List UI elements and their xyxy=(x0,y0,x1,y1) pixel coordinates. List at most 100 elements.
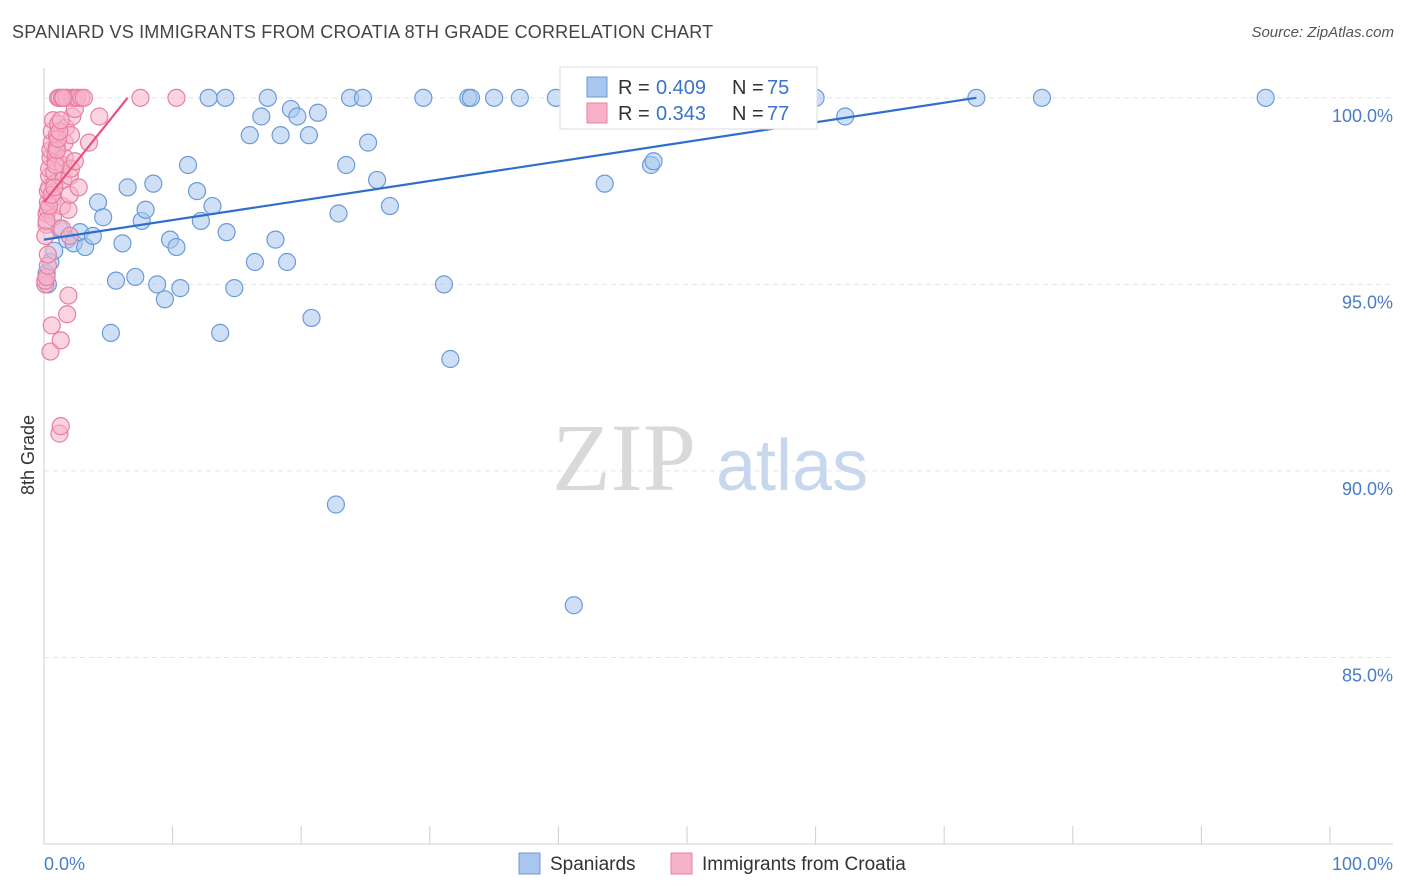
point-spaniards-37 xyxy=(258,88,277,107)
trend-line-croatia xyxy=(43,97,129,203)
point-spaniards-40 xyxy=(277,252,297,272)
point-spaniards-26 xyxy=(187,182,207,201)
point-croatia-32 xyxy=(51,331,70,350)
point-spaniards-11 xyxy=(94,208,113,227)
point-spaniards-34 xyxy=(240,126,259,145)
point-spaniards-53 xyxy=(380,196,400,216)
watermark-zip: ZIP xyxy=(552,404,696,511)
point-croatia-18 xyxy=(42,316,61,335)
point-croatia-72 xyxy=(90,107,109,126)
point-spaniards-16 xyxy=(126,267,145,287)
point-spaniards-23 xyxy=(167,237,186,257)
point-spaniards-55 xyxy=(434,275,454,294)
gridlines xyxy=(44,97,1393,658)
legend-r-value-spaniards: 0.409 xyxy=(656,77,706,99)
point-croatia-57 xyxy=(38,245,57,264)
point-spaniards-62 xyxy=(564,596,583,615)
point-spaniards-54 xyxy=(414,88,433,107)
legend-n-value-spaniards: 75 xyxy=(767,77,789,99)
point-spaniards-51 xyxy=(358,133,378,152)
point-croatia-17 xyxy=(41,342,60,361)
point-croatia-43 xyxy=(59,286,78,305)
legend-n-label-spaniards: N = xyxy=(732,77,764,99)
point-spaniards-58 xyxy=(461,88,481,107)
point-spaniards-47 xyxy=(329,204,348,223)
legend-swatch-croatia xyxy=(586,102,608,124)
point-croatia-56 xyxy=(37,211,56,231)
source-label: Source: ZipAtlas.com xyxy=(1251,24,1394,41)
legend-r-label-croatia: R = xyxy=(618,103,650,125)
point-croatia-71 xyxy=(79,133,99,152)
series-croatia xyxy=(36,88,186,443)
legend-r-value-croatia: 0.343 xyxy=(656,103,706,125)
point-spaniards-36 xyxy=(252,107,271,126)
point-spaniards-44 xyxy=(302,308,321,328)
series-legend: Spaniards Immigrants from Croatia xyxy=(518,852,906,875)
trend-line-spaniards xyxy=(43,96,977,241)
point-spaniards-59 xyxy=(485,88,504,107)
point-spaniards-14 xyxy=(113,234,132,253)
point-spaniards-74 xyxy=(1032,88,1052,107)
legend-n-value-croatia: 77 xyxy=(767,103,789,125)
point-spaniards-12 xyxy=(101,323,120,342)
point-spaniards-20 xyxy=(148,275,167,294)
point-croatia-31 xyxy=(51,417,70,436)
bottom-legend-swatch-spaniards xyxy=(518,852,541,875)
point-spaniards-13 xyxy=(106,271,126,290)
point-spaniards-32 xyxy=(199,88,218,107)
point-croatia-42 xyxy=(58,305,77,324)
point-spaniards-63 xyxy=(595,174,614,193)
point-spaniards-50 xyxy=(353,88,373,107)
point-spaniards-29 xyxy=(211,323,230,342)
point-spaniards-48 xyxy=(337,155,356,175)
point-croatia-65 xyxy=(51,111,70,130)
point-croatia-68 xyxy=(69,178,88,197)
trend-lines xyxy=(43,96,977,241)
legend-n-label-croatia: N = xyxy=(732,103,764,125)
legend-r-label-spaniards: R = xyxy=(618,77,650,99)
point-spaniards-24 xyxy=(171,279,190,298)
point-spaniards-42 xyxy=(288,107,307,126)
y-axis-label: 8th Grade xyxy=(18,415,38,495)
point-spaniards-19 xyxy=(144,174,163,193)
y-tick-label-0: 100.0% xyxy=(1332,106,1393,126)
x-tick-label-min: 0.0% xyxy=(44,854,85,874)
point-spaniards-9 xyxy=(83,226,102,245)
point-croatia-70 xyxy=(74,88,93,107)
watermark-atlas: atlas xyxy=(716,426,868,506)
point-spaniards-60 xyxy=(510,88,529,107)
point-spaniards-30 xyxy=(217,223,236,242)
point-spaniards-18 xyxy=(136,200,155,219)
y-tick-labels: 100.0% 95.0% 90.0% 85.0% xyxy=(1332,106,1393,686)
point-spaniards-31 xyxy=(225,279,244,298)
bottom-legend-swatch-croatia xyxy=(670,852,693,875)
point-spaniards-66 xyxy=(644,152,663,171)
point-croatia-74 xyxy=(167,88,186,107)
point-spaniards-46 xyxy=(326,495,346,514)
bottom-legend-label-spaniards: Spaniards xyxy=(550,854,636,875)
point-spaniards-21 xyxy=(155,290,174,309)
x-tick-label-max: 100.0% xyxy=(1332,854,1393,874)
chart-title: SPANIARD VS IMMIGRANTS FROM CROATIA 8TH … xyxy=(12,22,714,42)
point-spaniards-35 xyxy=(245,252,265,272)
point-spaniards-52 xyxy=(367,170,387,190)
point-spaniards-56 xyxy=(441,349,460,369)
point-spaniards-33 xyxy=(216,88,235,107)
point-spaniards-45 xyxy=(308,103,328,122)
stats-legend: R = 0.409 N = 75 R = 0.343 N = 77 xyxy=(559,66,818,130)
point-croatia-73 xyxy=(131,88,150,107)
point-spaniards-43 xyxy=(299,126,319,145)
y-tick-label-3: 85.0% xyxy=(1342,665,1393,685)
point-croatia-67 xyxy=(54,88,73,107)
bottom-legend-label-croatia: Immigrants from Croatia xyxy=(702,854,906,875)
point-spaniards-25 xyxy=(178,155,198,175)
point-spaniards-15 xyxy=(118,178,137,197)
series-spaniards xyxy=(37,88,1275,615)
point-spaniards-39 xyxy=(271,126,290,145)
y-tick-label-1: 95.0% xyxy=(1342,292,1393,312)
legend-swatch-spaniards xyxy=(586,76,608,98)
y-tick-label-2: 90.0% xyxy=(1342,479,1393,499)
point-spaniards-38 xyxy=(266,230,285,249)
point-spaniards-75 xyxy=(1256,88,1275,107)
